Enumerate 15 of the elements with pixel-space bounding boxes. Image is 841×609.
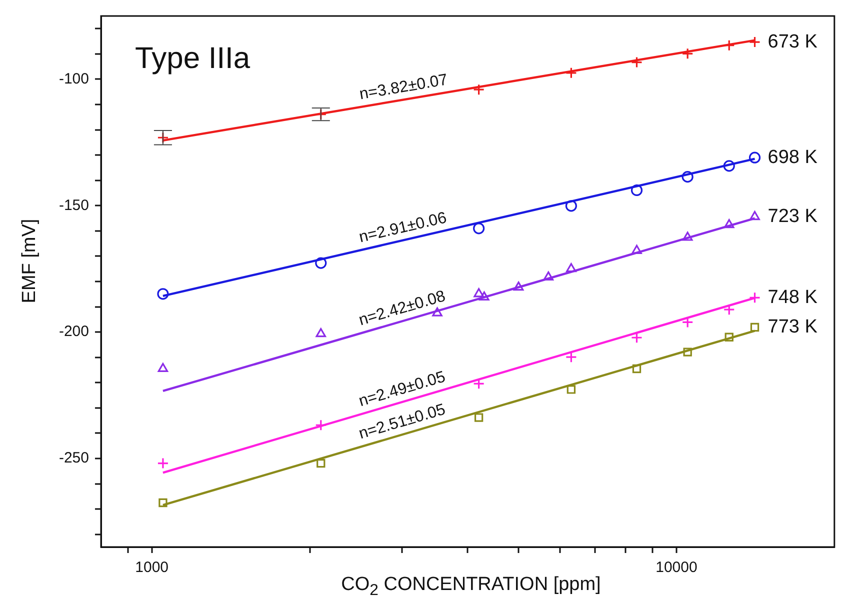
x-axis-title: CO$_{2}$ CONCENTRATION [ppm] (341, 574, 601, 599)
series-label: 673 K (768, 31, 818, 52)
y-tick-label: -150 (58, 196, 89, 214)
text: Type IIIa (135, 42, 250, 75)
y-tick-label: -200 (58, 323, 89, 340)
series-label: 773 K (768, 316, 818, 338)
x-tick-label: 1000 (135, 559, 169, 576)
series-label: 723 K (768, 206, 818, 228)
annotation: n=3.82±0.07 (358, 72, 450, 104)
y-tick-label: -100 (58, 70, 89, 88)
series-label: 748 K (768, 286, 818, 308)
y-axis-title: EMF [mV] (19, 218, 41, 306)
y-tick-label: -250 (58, 450, 89, 467)
x-tick-label: 10000 (656, 559, 698, 576)
series-label: 698 K (768, 146, 818, 168)
